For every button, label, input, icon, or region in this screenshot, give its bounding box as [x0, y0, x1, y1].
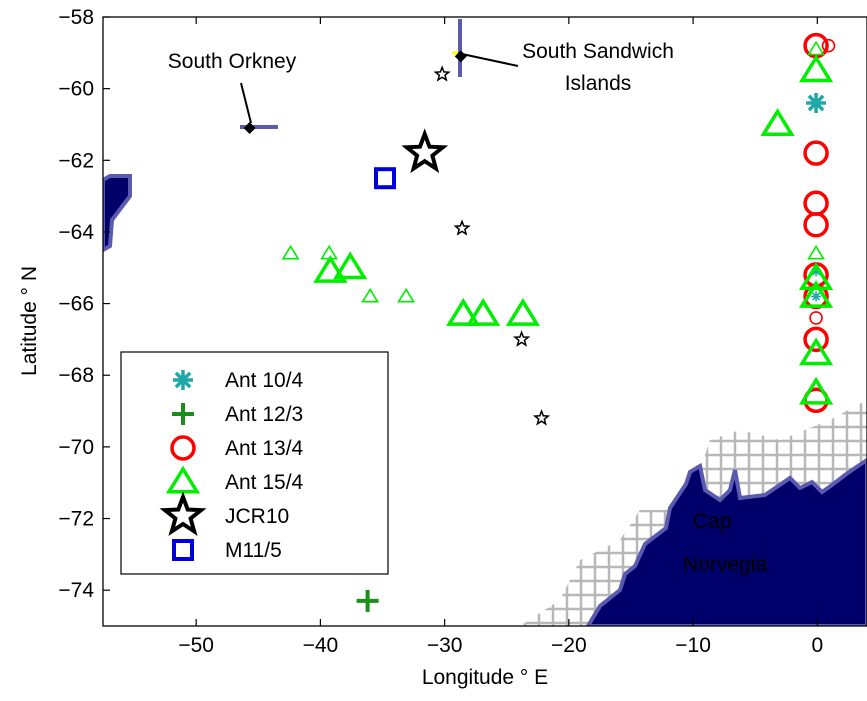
marker-ant-13-4-4: [803, 212, 829, 238]
x-tick-label: −20: [551, 634, 587, 657]
legend-marker-ant-12-3: [172, 403, 194, 425]
legend: Ant 10/4 Ant 12/3 Ant 13/4 Ant 15/4 JCR10 M11…: [120, 351, 389, 575]
antarctic-land-east: [585, 457, 867, 626]
marker-jcr10-2: [453, 219, 471, 236]
legend-label: JCR10: [225, 505, 289, 528]
x-tick-label: −30: [427, 634, 463, 657]
marker-ant-12-3-0: [356, 589, 379, 612]
y-tick-label: −74: [58, 579, 94, 602]
marker-ant-15-4-9: [446, 297, 481, 326]
marker-ant-13-4-8: [803, 326, 829, 353]
y-tick-label: −72: [58, 508, 94, 531]
marker-ant-13-4-2: [803, 140, 829, 166]
y-tick-label: −60: [58, 78, 94, 101]
legend-marker-m11-5: [172, 539, 194, 561]
marker-jcr10-0: [401, 128, 449, 174]
legend-marker-ant-10-4: [173, 370, 193, 390]
legend-marker-jcr10: [159, 491, 207, 537]
x-tick-label: −10: [675, 634, 711, 657]
y-tick-label: −66: [58, 293, 94, 316]
marker-ant-15-4-1: [798, 54, 834, 83]
legend-label: Ant 10/4: [225, 369, 304, 392]
marker-ant-15-4-12: [807, 244, 825, 260]
x-axis: −50 −40 −30 −20 −10 0: [178, 17, 823, 657]
y-axis: −58 −60 −62 −64 −66 −68 −70 −72 −74: [58, 6, 110, 602]
marker-ant-15-4-15: [798, 337, 834, 366]
y-tick-label: −62: [58, 149, 94, 172]
x-tick-label: −40: [303, 634, 339, 657]
marker-ant-10-4-1: [811, 266, 822, 277]
marker-jcr10-4: [532, 409, 551, 426]
x-axis-label: Longitude ° E: [422, 666, 548, 689]
plot-frame: [102, 16, 867, 627]
marker-ant-15-4-7: [361, 287, 380, 303]
legend-label: Ant 15/4: [225, 471, 304, 494]
south-sandwich-label: South Sandwich: [522, 40, 674, 63]
marker-ant-15-4-10: [466, 297, 501, 326]
legend-marker-ant-13-4: [170, 435, 196, 461]
marker-ant-13-4-7: [809, 311, 823, 325]
y-axis-label: Latitude ° N: [18, 266, 41, 376]
legend-label: Ant 13/4: [225, 437, 304, 460]
south-sandwich-label-line2: Islands: [565, 72, 632, 95]
marker-ant-15-4-13: [798, 262, 834, 291]
marker-ant-15-4-2: [760, 108, 795, 136]
legend-label: M11/5: [225, 539, 282, 562]
y-tick-label: −64: [58, 221, 94, 244]
map-layer: [103, 19, 867, 626]
marker-m11-5-0: [373, 167, 396, 190]
marker-jcr10-3: [512, 330, 531, 347]
south-orkney-label: South Orkney: [168, 50, 297, 73]
legend-box: [120, 351, 389, 575]
south-sandwich-leader: [461, 53, 519, 67]
marker-ant-10-4-0: [806, 92, 827, 113]
legend-label: Ant 12/3: [225, 403, 303, 426]
marker-ant-15-4-3: [281, 244, 300, 260]
annotations: South Orkney South Sandwich Islands Cap Norv…: [168, 40, 768, 576]
marker-jcr10-1: [433, 65, 451, 82]
x-tick-label: −50: [178, 634, 214, 657]
marker-ant-15-4-6: [333, 251, 368, 280]
y-tick-label: −70: [58, 436, 94, 459]
cap-norvegia-label-line2: Norvegia: [683, 553, 767, 576]
marker-ant-13-4-1: [821, 38, 836, 53]
south-orkney-site: [243, 122, 256, 135]
south-orkney-leader: [240, 82, 252, 124]
marker-ant-15-4-8: [397, 287, 416, 303]
marker-ant-15-4-11: [505, 297, 541, 326]
x-tick-label: 0: [811, 634, 823, 657]
marker-ant-10-4-2: [811, 291, 822, 302]
south-sandwich-site: [454, 50, 467, 63]
marker-ant-15-4-16: [798, 376, 834, 405]
data-marks: [281, 32, 836, 612]
y-tick-label: −68: [58, 364, 94, 387]
marker-ant-15-4-5: [313, 255, 348, 283]
cap-norvegia-label: Cap: [693, 510, 732, 533]
y-tick-label: −58: [58, 6, 94, 29]
marker-ant-15-4-14: [798, 280, 834, 308]
